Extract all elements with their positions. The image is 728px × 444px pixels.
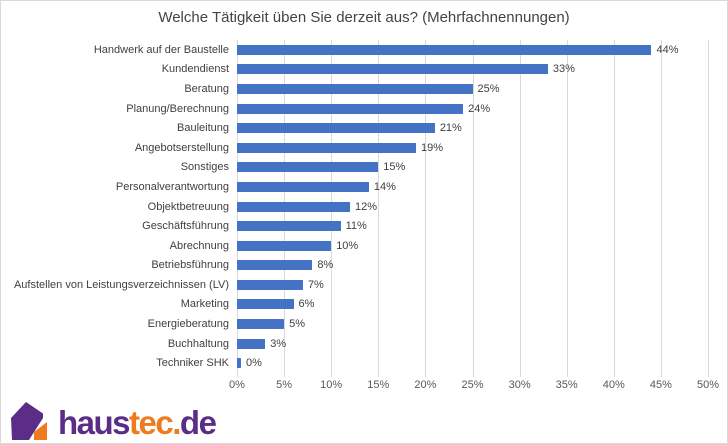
house-icon xyxy=(11,402,47,440)
category-label: Objektbetreuung xyxy=(147,200,229,213)
bar-value-label: 11% xyxy=(345,220,367,233)
bar-value-label: 33% xyxy=(552,63,575,76)
gridline xyxy=(425,40,427,377)
chart-title: Welche Tätigkeit üben Sie derzeit aus? (… xyxy=(158,9,570,26)
bar xyxy=(237,221,341,232)
bar xyxy=(237,181,369,192)
category-label: Betriebsführung xyxy=(151,259,229,272)
x-tick-label: 5% xyxy=(276,379,293,391)
bar xyxy=(237,279,303,290)
category-label: Aufstellen von Leistungsverzeichnissen (… xyxy=(13,278,229,291)
bar-value-label: 7% xyxy=(307,278,324,291)
bar-value-label: 0% xyxy=(246,357,262,370)
gridline xyxy=(566,40,568,377)
category-label: Techniker SHK xyxy=(156,357,229,370)
category-label: Angebotserstellung xyxy=(134,141,229,154)
bar xyxy=(237,358,241,369)
bar-value-label: 8% xyxy=(317,259,334,272)
bar-value-label: 19% xyxy=(420,141,443,154)
logo-text-de: de xyxy=(179,404,217,441)
x-tick-label: 25% xyxy=(461,379,484,391)
bar xyxy=(237,103,464,114)
bar-value-label: 44% xyxy=(656,43,679,56)
bar xyxy=(237,83,473,94)
bar-value-label: 5% xyxy=(289,318,305,331)
category-label: Beratung xyxy=(184,82,229,95)
category-label: Energieberatung xyxy=(147,318,229,331)
x-tick-label: 30% xyxy=(508,379,531,391)
bar-value-label: 6% xyxy=(298,298,315,311)
bar-value-label: 25% xyxy=(477,82,500,95)
bar xyxy=(237,44,652,55)
category-label: Marketing xyxy=(180,298,229,311)
bar xyxy=(237,260,313,271)
bar-value-label: 3% xyxy=(270,337,287,350)
category-label: Sonstiges xyxy=(180,161,229,174)
category-label: Geschäftsführung xyxy=(142,220,229,233)
x-tick-label: 45% xyxy=(649,379,672,391)
bar xyxy=(237,319,285,330)
gridline xyxy=(708,40,709,377)
x-tick-label: 35% xyxy=(555,379,578,391)
bar xyxy=(237,123,435,134)
bar xyxy=(237,64,548,75)
x-tick-label: 20% xyxy=(414,379,437,391)
x-tick-label: 15% xyxy=(367,379,390,391)
gridline xyxy=(378,40,380,377)
bar xyxy=(237,299,294,310)
logo-wordmark: haustec.de xyxy=(58,404,217,441)
bar-value-label: 10% xyxy=(336,239,359,252)
bar-value-label: 21% xyxy=(439,122,462,135)
category-label: Personalverantwortung xyxy=(115,180,229,193)
logo-text-tec: tec. xyxy=(129,404,181,441)
bar xyxy=(237,142,416,153)
bar xyxy=(237,201,351,212)
bar xyxy=(237,338,266,349)
logo-text-haus: haus xyxy=(58,404,131,441)
category-label: Kundendienst xyxy=(161,63,229,76)
gridline xyxy=(613,40,615,377)
category-label: Abrechnung xyxy=(169,239,229,252)
x-tick-label: 40% xyxy=(602,379,625,391)
x-tick-label: 0% xyxy=(229,379,245,391)
category-label: Bauleitung xyxy=(177,122,229,135)
gridline xyxy=(472,40,474,377)
gridline xyxy=(660,40,662,377)
gridline xyxy=(519,40,521,377)
bar-value-label: 15% xyxy=(383,161,406,174)
category-label: Planung/Berechnung xyxy=(126,102,229,115)
x-tick-label: 50% xyxy=(696,379,720,391)
bar-value-label: 24% xyxy=(468,102,491,115)
bar-value-label: 12% xyxy=(355,200,378,213)
x-tick-label: 10% xyxy=(320,379,343,391)
category-label: Handwerk auf der Baustelle xyxy=(93,43,229,56)
bar xyxy=(237,162,379,173)
bar-value-label: 14% xyxy=(373,180,396,193)
haustec-logo: haustec.de xyxy=(8,399,217,441)
bar xyxy=(237,240,332,251)
category-label: Buchhaltung xyxy=(167,337,229,350)
